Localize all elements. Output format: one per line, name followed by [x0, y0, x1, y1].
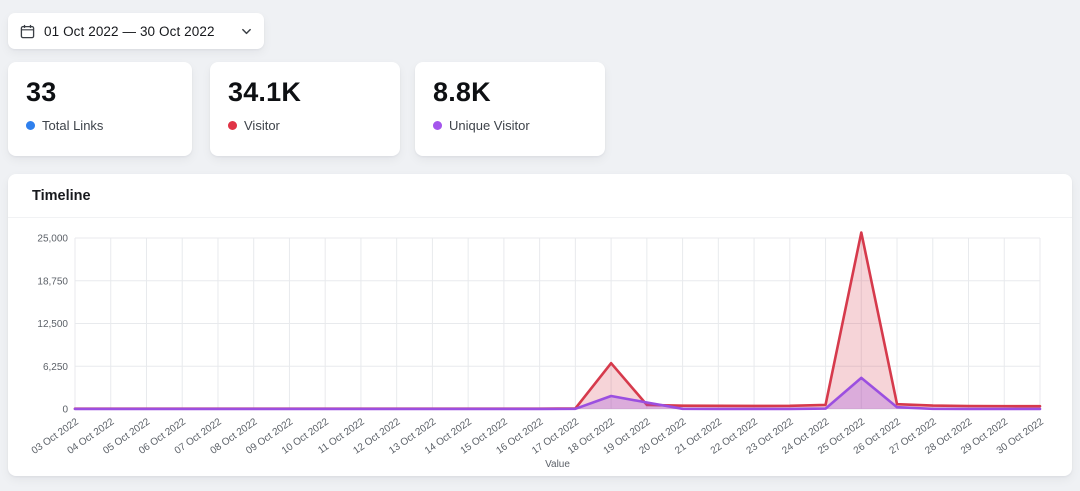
visitor-value: 34.1K [228, 77, 302, 107]
svg-text:25,000: 25,000 [37, 234, 68, 245]
unique-visitor-value: 8.8K [433, 77, 491, 107]
svg-text:Value: Value [545, 459, 570, 470]
total-links-label: Total Links [42, 118, 104, 133]
visitor-label: Visitor [244, 118, 280, 133]
svg-text:0: 0 [62, 405, 68, 416]
timeline-panel: Timeline 0 6,250 12,500 18,750 25,000 03 Oct … [8, 174, 1072, 476]
svg-text:18,750: 18,750 [37, 276, 68, 287]
total-links-dot-icon [26, 121, 35, 130]
date-range-label: 01 Oct 2022 — 30 Oct 2022 [44, 23, 215, 39]
stat-card-unique-visitor: 8.8K Unique Visitor [415, 62, 605, 156]
calendar-icon [20, 24, 35, 38]
total-links-value: 33 [26, 77, 57, 107]
chevron-down-icon [242, 28, 251, 34]
unique-visitor-dot-icon [433, 121, 442, 130]
date-range-picker[interactable]: 01 Oct 2022 — 30 Oct 2022 [8, 13, 264, 49]
timeline-header: Timeline [8, 174, 1072, 218]
svg-text:12,500: 12,500 [37, 319, 68, 330]
timeline-title: Timeline [32, 187, 91, 204]
svg-text:6,250: 6,250 [43, 362, 68, 373]
stat-card-total-links: 33 Total Links [8, 62, 192, 156]
visitor-dot-icon [228, 121, 237, 130]
unique-visitor-label: Unique Visitor [449, 118, 530, 133]
stat-card-visitor: 34.1K Visitor [210, 62, 400, 156]
